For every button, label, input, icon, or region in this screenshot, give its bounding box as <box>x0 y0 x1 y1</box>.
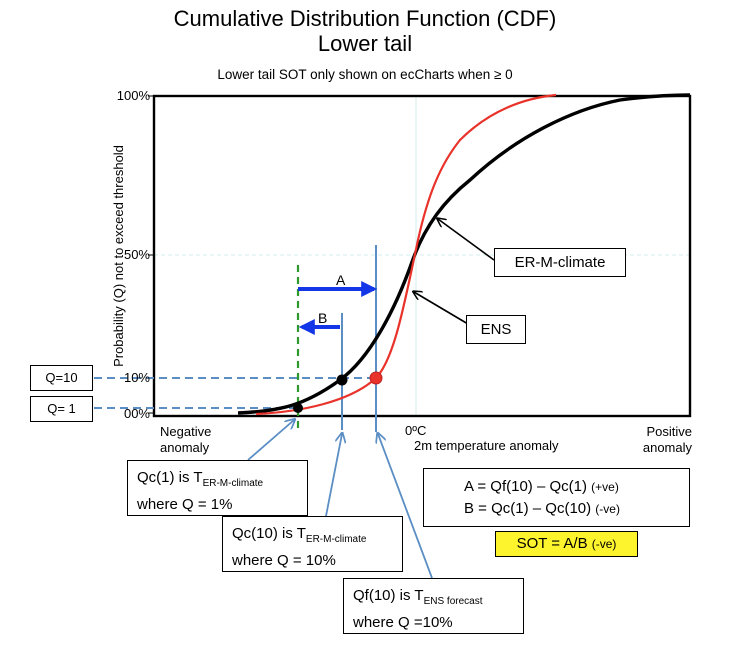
ens-pointer <box>414 292 469 325</box>
qf10-point <box>369 371 383 385</box>
qc10-box: Qc(10) is TER-M-climate where Q = 10% <box>222 516 403 572</box>
x-label-zero: 0ºC <box>405 423 427 438</box>
q1-box: Q= 1 <box>30 396 93 422</box>
title-line-2: Lower tail <box>317 31 413 56</box>
subtitle: Lower tail SOT only shown on ecCharts wh… <box>217 67 513 82</box>
arrow-b-label: B <box>318 310 327 326</box>
qf10-line-1: Qf(10) is TENS forecast <box>353 587 483 607</box>
y-axis-label: Probability (Q) not to exceed threshold <box>111 145 126 367</box>
ens-curve <box>255 93 557 416</box>
x-label-positive: Positive anomaly <box>642 424 692 455</box>
qf10-box: Qf(10) is TENS forecast where Q =10% <box>343 578 524 634</box>
formula-b: B = Qc(1) – Qc(10) (-ve) <box>464 500 620 517</box>
y-tick-label-50: 50% <box>123 247 150 262</box>
y-tick-label-10: 10% <box>123 370 150 385</box>
qf10-pointer <box>378 434 433 579</box>
qc10-point <box>336 374 348 386</box>
er-m-climate-callout: ER-M-climate <box>494 248 626 277</box>
ens-callout: ENS <box>466 315 526 344</box>
sot-box: SOT = A/B (-ve) <box>495 531 638 557</box>
formula-a: A = Qf(10) – Qc(1) (+ve) <box>464 478 619 495</box>
qc1-pointer <box>247 420 294 461</box>
y-tick-label-0: 00% <box>123 406 150 421</box>
qc1-line-2: where Q = 1% <box>137 496 233 513</box>
qc1-box: Qc(1) is TER-M-climate where Q = 1% <box>127 460 308 516</box>
qf10-line-2: where Q =10% <box>353 614 453 631</box>
qc1-line-1: Qc(1) is TER-M-climate <box>137 469 264 489</box>
x-label-negative: Negative anomaly <box>160 424 212 455</box>
er-m-climate-curve <box>237 93 691 415</box>
q10-box: Q=10 <box>30 365 93 391</box>
y-tick-label-100: 100% <box>116 88 150 103</box>
qc1-point <box>293 403 303 413</box>
er-m-climate-pointer <box>438 219 495 261</box>
plot-frame <box>152 94 692 418</box>
qc10-pointer <box>325 434 342 517</box>
formula-box: A = Qf(10) – Qc(1) (+ve) B = Qc(1) – Qc(… <box>423 468 690 527</box>
title-line-1: Cumulative Distribution Function (CDF) <box>173 6 557 31</box>
qc10-line-2: where Q = 10% <box>232 552 336 569</box>
x-axis-title: 2m temperature anomaly <box>414 438 559 453</box>
qc10-line-1: Qc(10) is TER-M-climate <box>232 525 367 545</box>
arrow-a-label: A <box>336 272 346 288</box>
